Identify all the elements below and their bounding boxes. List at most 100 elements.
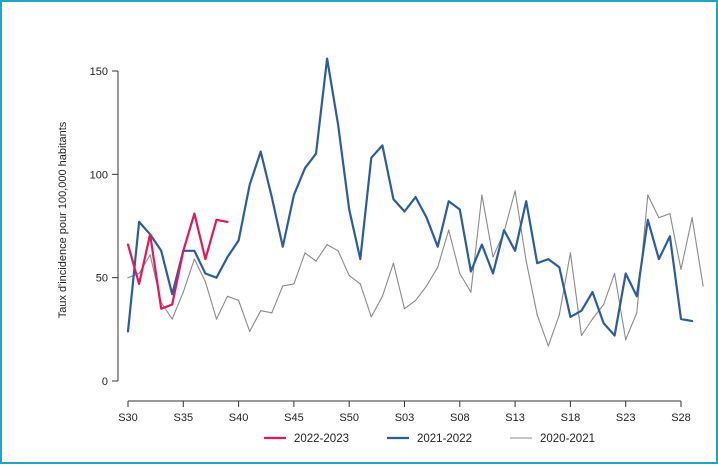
data-point bbox=[680, 268, 682, 270]
data-point bbox=[260, 151, 262, 153]
data-point bbox=[204, 281, 206, 283]
data-point bbox=[193, 213, 195, 215]
data-point bbox=[370, 157, 372, 159]
data-point bbox=[337, 250, 339, 252]
data-point bbox=[359, 258, 361, 260]
data-point bbox=[182, 250, 184, 252]
data-point bbox=[403, 308, 406, 310]
data-point bbox=[226, 256, 229, 258]
data-point bbox=[459, 208, 461, 211]
data-point bbox=[403, 210, 406, 213]
data-point bbox=[149, 233, 151, 235]
data-point bbox=[591, 291, 594, 293]
data-point bbox=[315, 260, 317, 262]
data-point bbox=[238, 239, 240, 242]
data-point bbox=[536, 314, 538, 316]
data-point bbox=[381, 144, 383, 146]
series-2020-2021 bbox=[127, 190, 704, 347]
data-point bbox=[448, 229, 450, 231]
data-point bbox=[437, 266, 439, 268]
data-point bbox=[204, 272, 206, 275]
line-chart: 0 50 100 150 Taux d'incidence pour 100,000 h… bbox=[57, 57, 704, 445]
data-point bbox=[603, 303, 605, 306]
x-tick-label: S18 bbox=[561, 412, 581, 424]
data-point bbox=[348, 275, 350, 277]
legend: 2022-2023 2021-2022 2020-2021 bbox=[264, 433, 595, 445]
data-point bbox=[271, 196, 273, 198]
y-tick-label: 150 bbox=[90, 66, 108, 78]
data-point bbox=[481, 194, 483, 196]
x-tick-label: S03 bbox=[395, 412, 415, 424]
data-point bbox=[691, 217, 693, 219]
y-tick-label: 100 bbox=[90, 169, 108, 181]
data-point bbox=[282, 285, 284, 287]
data-point bbox=[215, 219, 218, 221]
data-point bbox=[171, 318, 173, 320]
data-point bbox=[459, 272, 461, 275]
data-point bbox=[636, 295, 638, 297]
data-point bbox=[680, 318, 682, 320]
data-point bbox=[536, 262, 538, 264]
data-point bbox=[603, 322, 605, 324]
y-tick-label: 50 bbox=[96, 273, 108, 285]
data-point bbox=[249, 184, 251, 186]
data-point bbox=[193, 250, 195, 252]
data-point bbox=[625, 339, 627, 341]
data-point bbox=[636, 312, 638, 314]
data-point bbox=[182, 291, 184, 293]
data-point bbox=[625, 272, 627, 275]
data-point bbox=[392, 198, 394, 200]
data-point bbox=[260, 310, 262, 312]
data-point bbox=[337, 124, 339, 126]
data-point bbox=[138, 221, 140, 223]
data-point bbox=[492, 272, 494, 275]
legend-label: 2020-2021 bbox=[540, 433, 595, 445]
data-point bbox=[249, 330, 251, 332]
data-point bbox=[514, 250, 516, 252]
data-point bbox=[293, 194, 295, 196]
data-point bbox=[282, 246, 284, 248]
series-2021-2022 bbox=[126, 57, 694, 337]
data-point bbox=[193, 258, 195, 260]
x-tick-label: S40 bbox=[229, 412, 249, 424]
series-line bbox=[126, 57, 694, 337]
x-tick-label: S08 bbox=[450, 412, 470, 424]
data-point bbox=[658, 258, 660, 260]
data-point bbox=[470, 291, 472, 293]
data-point bbox=[569, 252, 572, 254]
data-point bbox=[470, 270, 472, 273]
data-point bbox=[326, 244, 328, 246]
data-point bbox=[315, 153, 317, 155]
x-tick-label: S45 bbox=[284, 412, 304, 424]
data-point bbox=[448, 200, 450, 202]
data-point bbox=[415, 299, 417, 301]
data-point bbox=[293, 283, 295, 285]
x-tick-label: S13 bbox=[505, 412, 525, 424]
data-point bbox=[138, 283, 140, 285]
data-point bbox=[127, 277, 129, 279]
data-point bbox=[580, 310, 583, 312]
data-point bbox=[392, 262, 394, 264]
data-point bbox=[171, 303, 173, 306]
data-point bbox=[127, 330, 129, 332]
series-layer bbox=[126, 57, 704, 347]
data-point bbox=[591, 318, 594, 320]
x-tick-label: S23 bbox=[616, 412, 636, 424]
axes: 0 50 100 150 Taux d'incidence pour 100,000 h… bbox=[57, 66, 691, 424]
data-point bbox=[226, 295, 229, 297]
legend-label: 2022-2023 bbox=[294, 433, 349, 445]
data-point bbox=[647, 219, 649, 221]
data-point bbox=[558, 314, 560, 316]
data-point bbox=[569, 316, 572, 318]
data-point bbox=[271, 312, 273, 314]
series-line bbox=[126, 212, 229, 310]
data-point bbox=[614, 272, 616, 275]
data-point bbox=[558, 266, 560, 268]
data-point bbox=[359, 283, 361, 285]
data-point bbox=[580, 334, 583, 337]
series-2022-2023 bbox=[126, 212, 229, 310]
data-point bbox=[415, 196, 417, 198]
data-point bbox=[160, 308, 162, 310]
data-point bbox=[215, 277, 218, 279]
